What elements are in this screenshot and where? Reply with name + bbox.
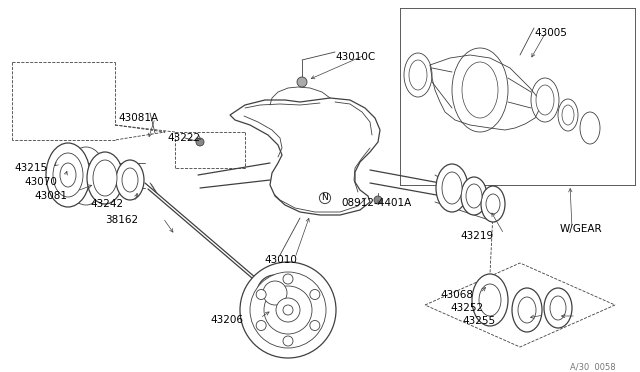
Ellipse shape <box>283 274 293 284</box>
Ellipse shape <box>60 163 76 187</box>
Ellipse shape <box>512 288 542 332</box>
Text: 43010: 43010 <box>264 255 297 265</box>
Ellipse shape <box>531 78 559 122</box>
Ellipse shape <box>462 62 498 118</box>
Ellipse shape <box>53 153 83 197</box>
Ellipse shape <box>479 284 501 316</box>
Text: 43222: 43222 <box>167 133 200 143</box>
Text: 43010C: 43010C <box>335 52 375 62</box>
Ellipse shape <box>310 321 320 330</box>
Ellipse shape <box>256 289 266 299</box>
Text: 43219: 43219 <box>460 231 493 241</box>
Ellipse shape <box>310 289 320 299</box>
Ellipse shape <box>297 77 307 87</box>
Text: 43215: 43215 <box>14 163 47 173</box>
Text: W/GEAR: W/GEAR <box>560 224 603 234</box>
Text: 43005: 43005 <box>534 28 567 38</box>
Ellipse shape <box>240 262 336 358</box>
Ellipse shape <box>518 297 536 323</box>
Ellipse shape <box>257 275 293 311</box>
Ellipse shape <box>562 105 574 125</box>
Text: 38162: 38162 <box>105 215 138 225</box>
Ellipse shape <box>486 194 500 214</box>
Text: N: N <box>322 193 328 202</box>
Ellipse shape <box>196 138 204 146</box>
Ellipse shape <box>264 286 312 334</box>
Text: A/30  0058: A/30 0058 <box>570 362 616 371</box>
Ellipse shape <box>436 164 468 212</box>
Ellipse shape <box>452 48 508 132</box>
Ellipse shape <box>276 298 300 322</box>
Text: 43081: 43081 <box>34 191 67 201</box>
Ellipse shape <box>404 53 432 97</box>
Text: 43081A: 43081A <box>118 113 158 123</box>
Polygon shape <box>230 98 380 215</box>
Ellipse shape <box>544 288 572 328</box>
Ellipse shape <box>250 272 326 348</box>
Text: 08912-4401A: 08912-4401A <box>341 198 412 208</box>
Ellipse shape <box>263 281 287 305</box>
Ellipse shape <box>283 336 293 346</box>
Ellipse shape <box>46 143 90 207</box>
Ellipse shape <box>256 321 266 330</box>
Ellipse shape <box>374 196 382 204</box>
Text: 43070: 43070 <box>24 177 57 187</box>
Ellipse shape <box>283 305 293 315</box>
Ellipse shape <box>93 160 117 196</box>
Ellipse shape <box>580 112 600 144</box>
Ellipse shape <box>536 85 554 115</box>
Ellipse shape <box>558 99 578 131</box>
Ellipse shape <box>481 186 505 222</box>
Ellipse shape <box>116 160 144 200</box>
Ellipse shape <box>472 274 508 326</box>
Ellipse shape <box>66 147 106 205</box>
Ellipse shape <box>87 152 123 204</box>
Text: 43252: 43252 <box>450 303 483 313</box>
Ellipse shape <box>466 184 482 208</box>
Ellipse shape <box>442 172 462 204</box>
Polygon shape <box>425 263 615 347</box>
Ellipse shape <box>409 60 427 90</box>
Text: 43206: 43206 <box>210 315 243 325</box>
Text: 43242: 43242 <box>90 199 123 209</box>
Text: 43068: 43068 <box>440 290 473 300</box>
Ellipse shape <box>550 296 566 320</box>
Text: 43255: 43255 <box>462 316 495 326</box>
Ellipse shape <box>122 168 138 192</box>
Ellipse shape <box>461 177 487 215</box>
